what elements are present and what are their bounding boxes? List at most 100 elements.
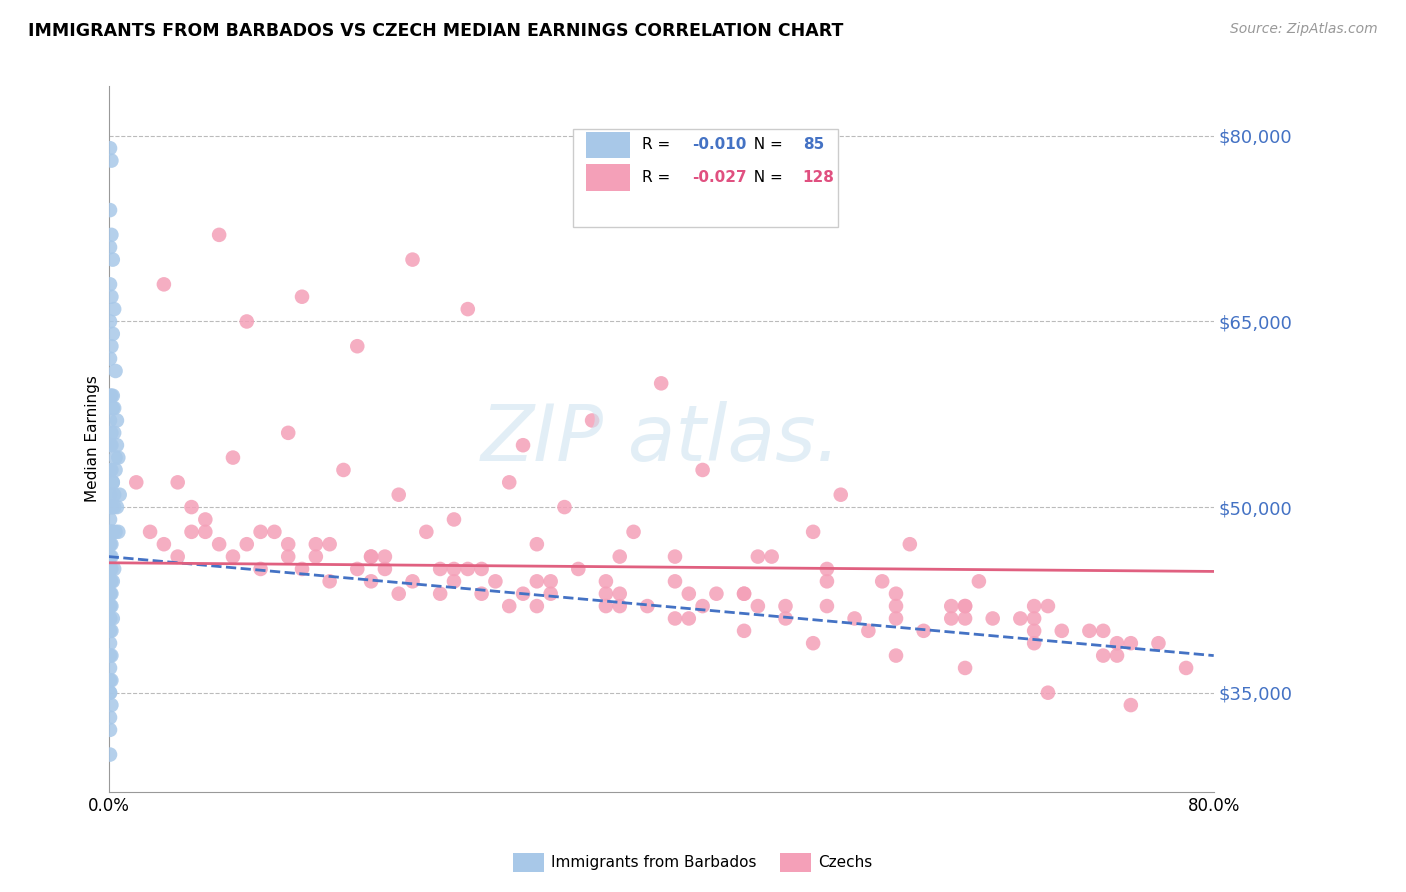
Point	[1092, 624, 1115, 638]
Point	[98, 636, 121, 650]
Point	[103, 302, 125, 317]
Point	[208, 537, 231, 551]
Point	[471, 587, 494, 601]
Point	[98, 240, 121, 254]
Point	[678, 611, 700, 625]
Point	[100, 153, 122, 168]
Point	[100, 500, 122, 514]
Point	[236, 537, 259, 551]
Point	[609, 599, 631, 613]
Bar	[586, 131, 630, 158]
Point	[98, 611, 121, 625]
Point	[801, 636, 824, 650]
Point	[733, 587, 755, 601]
Point	[98, 512, 121, 526]
Point	[98, 710, 121, 724]
Point	[953, 599, 976, 613]
Point	[692, 599, 714, 613]
Point	[1050, 624, 1073, 638]
Point	[1024, 636, 1046, 650]
Point	[98, 661, 121, 675]
Point	[263, 524, 285, 539]
Point	[526, 574, 548, 589]
Point	[101, 326, 124, 341]
Point	[815, 574, 838, 589]
Point	[1119, 636, 1142, 650]
Point	[374, 549, 396, 564]
Point	[166, 549, 188, 564]
Point	[108, 488, 131, 502]
Point	[609, 549, 631, 564]
Point	[443, 562, 465, 576]
Point	[567, 562, 589, 576]
Text: Source: ZipAtlas.com: Source: ZipAtlas.com	[1230, 22, 1378, 37]
Point	[553, 500, 575, 514]
Point	[318, 574, 340, 589]
Point	[912, 624, 935, 638]
Point	[815, 599, 838, 613]
Point	[98, 673, 121, 688]
Point	[1078, 624, 1101, 638]
Point	[98, 141, 121, 155]
Point	[484, 574, 506, 589]
Point	[98, 574, 121, 589]
Point	[830, 488, 852, 502]
Point	[706, 587, 728, 601]
Point	[277, 425, 299, 440]
Point	[98, 574, 121, 589]
Point	[346, 339, 368, 353]
Point	[498, 599, 520, 613]
Point	[953, 599, 976, 613]
Point	[100, 698, 122, 712]
Point	[623, 524, 645, 539]
Point	[101, 252, 124, 267]
Point	[1010, 611, 1032, 625]
Point	[98, 438, 121, 452]
Point	[100, 524, 122, 539]
Text: R =: R =	[643, 137, 675, 153]
Point	[101, 401, 124, 416]
Point	[291, 290, 314, 304]
Point	[100, 389, 122, 403]
Point	[101, 574, 124, 589]
Point	[1024, 599, 1046, 613]
Point	[180, 500, 202, 514]
Point	[100, 425, 122, 440]
Point	[471, 562, 494, 576]
Point	[457, 562, 479, 576]
Point	[498, 475, 520, 490]
Text: Immigrants from Barbados: Immigrants from Barbados	[551, 855, 756, 870]
Point	[815, 562, 838, 576]
Point	[98, 624, 121, 638]
Point	[747, 599, 769, 613]
Point	[429, 562, 451, 576]
Point	[100, 648, 122, 663]
Point	[581, 413, 603, 427]
Point	[100, 463, 122, 477]
Point	[100, 500, 122, 514]
Point	[98, 611, 121, 625]
Point	[100, 574, 122, 589]
Point	[664, 574, 686, 589]
Point	[98, 537, 121, 551]
Point	[941, 611, 963, 625]
Point	[1119, 698, 1142, 712]
Point	[107, 524, 129, 539]
Point	[104, 364, 127, 378]
Point	[98, 686, 121, 700]
Text: N =: N =	[744, 137, 787, 153]
Point	[103, 488, 125, 502]
Point	[401, 252, 423, 267]
Point	[101, 475, 124, 490]
Text: ZIP atlas.: ZIP atlas.	[481, 401, 841, 477]
Point	[941, 599, 963, 613]
Point	[100, 624, 122, 638]
Point	[678, 587, 700, 601]
Point	[98, 277, 121, 292]
Point	[100, 673, 122, 688]
Point	[443, 574, 465, 589]
Point	[105, 413, 128, 427]
Point	[884, 648, 907, 663]
Point	[100, 339, 122, 353]
Point	[98, 611, 121, 625]
